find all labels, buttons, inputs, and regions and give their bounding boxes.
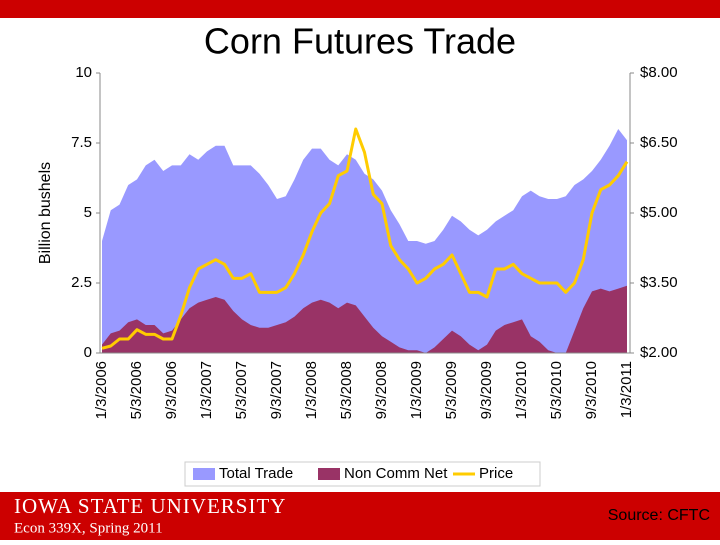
x-tick-label: 5/3/2009 <box>443 361 460 419</box>
x-tick-label: 9/3/2006 <box>163 361 180 419</box>
x-tick-label: 1/3/2010 <box>513 361 530 419</box>
x-tick-label: 9/3/2010 <box>583 361 600 419</box>
legend-label: Price <box>479 465 513 482</box>
x-tick-label: 1/3/2011 <box>618 361 635 418</box>
bottom-band <box>0 492 720 540</box>
area <box>102 129 627 353</box>
x-tick-label: 9/3/2007 <box>268 361 285 419</box>
plot: 0 2.5 5 7.5 10 $2.00 $3.50 $5.00 $6.50 $8.00 1/3/2… <box>71 64 678 487</box>
x-tick-label: 9/3/2008 <box>373 361 390 419</box>
y-tick-label: 2.5 <box>71 274 92 291</box>
source-note: Source: CFTC <box>608 507 710 524</box>
x-tick-label: 5/3/2007 <box>233 361 250 419</box>
x-tick-label: 5/3/2008 <box>338 361 355 419</box>
legend-swatch <box>193 468 215 480</box>
legend-label: Non Comm Net <box>344 465 448 482</box>
y2-tick-label: $8.00 <box>640 64 678 81</box>
y2-tick-label: $6.50 <box>640 134 678 151</box>
y-tick-label: 5 <box>84 204 92 221</box>
x-tick-label: 1/3/2008 <box>303 361 320 419</box>
legend: Total Trade Non Comm Net Price <box>184 461 541 487</box>
chart-title: Corn Futures Trade <box>204 21 516 62</box>
x-tick-label: 5/3/2006 <box>128 361 145 419</box>
y-tick-label: 0 <box>84 344 92 361</box>
legend-label: Total Trade <box>219 465 293 482</box>
university-name: IOWA STATE UNIVERSITY <box>14 494 286 518</box>
legend-box <box>184 461 541 487</box>
y2-tick-label: $3.50 <box>640 274 678 291</box>
y-axis-label: Billion bushels <box>37 162 54 264</box>
legend-swatch <box>318 468 340 480</box>
x-tick-label: 1/3/2009 <box>408 361 425 419</box>
line <box>101 127 629 350</box>
area <box>102 285 627 353</box>
x-tick-label: 1/3/2007 <box>198 361 215 419</box>
x-tick-label: 5/3/2010 <box>548 361 565 419</box>
x-tick-label: 9/3/2009 <box>478 361 495 419</box>
top-band <box>0 0 720 18</box>
y2-tick-label: $2.00 <box>640 344 678 361</box>
y-tick-label: 7.5 <box>71 134 92 151</box>
course-name: Econ 339X, Spring 2011 <box>14 520 163 536</box>
y-tick-label: 10 <box>75 64 92 81</box>
x-tick-label: 1/3/2006 <box>93 361 110 419</box>
y2-tick-label: $5.00 <box>640 204 678 221</box>
